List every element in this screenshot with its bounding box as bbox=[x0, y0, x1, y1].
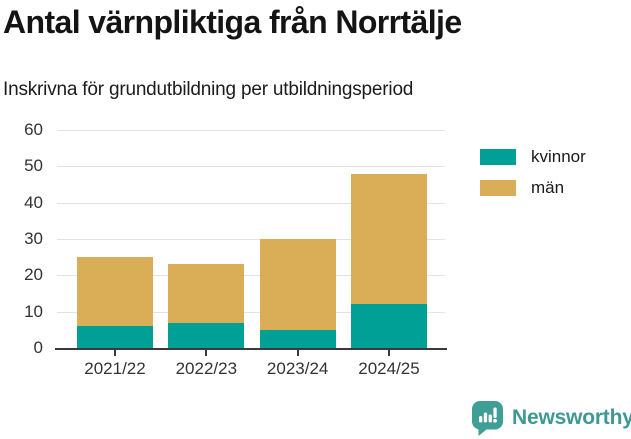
gridline-y50 bbox=[57, 166, 445, 168]
chart-subtitle: Inskrivna för grundutbildning per utbild… bbox=[3, 79, 414, 100]
x-tick-label: 2022/23 bbox=[175, 359, 238, 378]
logo-bar-2 bbox=[483, 412, 488, 423]
gridline-y60 bbox=[57, 130, 445, 131]
legend-item-kvinnor: kvinnor bbox=[480, 147, 586, 167]
legend-label: män bbox=[531, 178, 565, 197]
x-axis-line bbox=[55, 348, 447, 350]
gridline-y20 bbox=[57, 275, 445, 277]
x-tick bbox=[114, 348, 116, 356]
gridline-y10 bbox=[57, 311, 445, 313]
y-tick-label: 10 bbox=[24, 301, 43, 321]
y-tick-label: 40 bbox=[24, 192, 43, 212]
newsworthy-logo-text: Newsworthy bbox=[512, 406, 631, 429]
bar-segment-män-2021/22 bbox=[77, 257, 153, 327]
logo-bar-1 bbox=[479, 416, 483, 423]
stacked-bar-chart: 0 10 20 30 40 50 60 2021/22 2022/23 2023/24 2024/2… bbox=[0, 118, 460, 393]
x-tick-label: 2023/24 bbox=[266, 359, 329, 378]
y-tick-label: 20 bbox=[24, 265, 43, 285]
gridline-y40 bbox=[57, 202, 445, 204]
logo-exclamation-bar bbox=[493, 407, 497, 418]
legend-item-män: män bbox=[480, 178, 586, 198]
chart-legend: kvinnor män bbox=[480, 147, 586, 198]
gridline-y30 bbox=[57, 239, 445, 240]
logo-bubble-tail bbox=[478, 427, 490, 436]
x-tick bbox=[205, 348, 208, 356]
logo-bar-3 bbox=[488, 414, 492, 423]
x-tick bbox=[296, 348, 299, 356]
newsworthy-logo: Newsworthy bbox=[469, 399, 631, 437]
bar-segment-män-2023/24 bbox=[259, 239, 336, 330]
logo-bubble bbox=[472, 401, 503, 430]
x-tick bbox=[387, 348, 390, 356]
bar-segment-kvinnor-2021/22 bbox=[77, 326, 153, 348]
chart-title: Antal värnpliktiga från Norrtälje bbox=[3, 4, 462, 40]
legend-swatch-kvinnor bbox=[480, 149, 516, 165]
newsworthy-logo-icon bbox=[472, 401, 503, 436]
x-tick-label: 2021/22 bbox=[84, 359, 146, 378]
x-tick-label: 2024/25 bbox=[358, 359, 420, 378]
bar-segment-män-2024/25 bbox=[350, 173, 427, 305]
y-tick-label: 50 bbox=[24, 156, 43, 176]
logo-exclamation-dot bbox=[493, 418, 497, 423]
y-tick-label: 60 bbox=[24, 120, 43, 139]
bar-segment-kvinnor-2024/25 bbox=[350, 304, 427, 348]
bar-segment-män-2022/23 bbox=[168, 264, 245, 323]
bar-segment-kvinnor-2022/23 bbox=[168, 322, 245, 348]
bar-segment-kvinnor-2023/24 bbox=[259, 329, 336, 348]
legend-swatch-män bbox=[480, 180, 516, 196]
legend-label: kvinnor bbox=[531, 147, 586, 166]
y-tick-label: 0 bbox=[33, 338, 43, 357]
y-tick-label: 30 bbox=[24, 229, 43, 248]
